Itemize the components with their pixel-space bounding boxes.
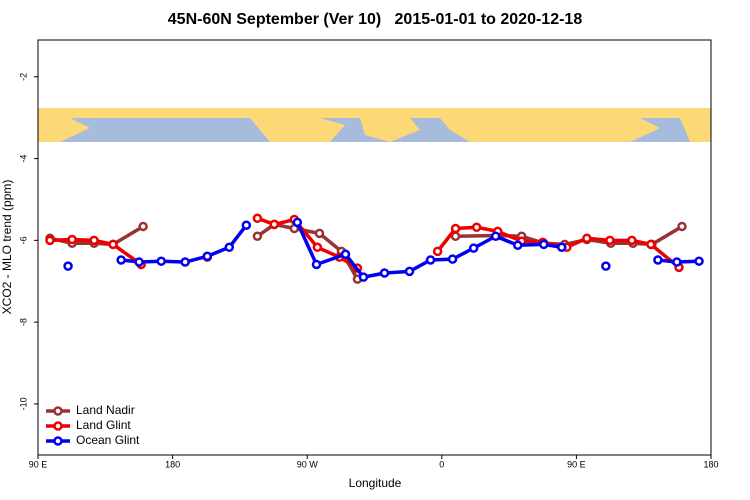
data-point [108,239,118,250]
legend-marker [53,421,63,431]
data-point [653,255,663,265]
data-point [404,266,415,277]
data-point [358,272,369,282]
data-point [450,223,461,234]
data-point [311,259,322,270]
y-tick-label: -4 [18,155,28,163]
data-point [63,261,73,271]
data-point [672,257,682,267]
data-point [314,228,325,239]
data-point [156,256,166,266]
x-tick-label: 0 [439,459,444,469]
y-axis-label: XCO2 - MLO trend (ppm) [0,180,14,315]
data-point [180,257,190,267]
data-point [425,255,436,265]
x-tick-label: 180 [165,459,180,469]
data-point [67,234,77,245]
data-point [134,257,144,267]
legend-marker [53,406,63,416]
x-tick-label: 90 E [29,459,48,469]
legend-marker [53,436,63,446]
data-point [490,231,501,242]
data-point [471,222,482,233]
legend-label: Ocean Glint [76,433,140,447]
x-tick-label: 90 E [567,459,586,469]
y-tick-label: -8 [18,318,28,326]
data-point [677,221,687,232]
data-point [605,235,615,246]
data-point [224,242,235,253]
data-point [292,217,303,228]
data-point [379,268,390,278]
data-point [582,233,592,244]
data-point [694,256,704,266]
y-tick-label: -2 [18,73,28,81]
data-point [269,219,280,230]
data-point [601,261,611,271]
data-point [468,243,479,253]
y-tick-label: -6 [18,236,28,244]
data-point [556,242,567,253]
legend-label: Land Glint [76,418,131,432]
data-point [138,221,148,232]
y-tick-label: -10 [18,397,28,410]
data-point [513,240,523,251]
legend-label: Land Nadir [76,403,135,417]
data-point [89,235,99,246]
data-point [432,246,443,257]
data-point [312,242,323,253]
data-point [627,235,637,246]
data-point [252,231,263,242]
data-point [202,251,213,262]
data-point [447,254,458,264]
data-point [116,255,126,265]
plot-frame [37,39,712,456]
x-tick-label: 90 W [297,459,319,469]
x-tick-label: 180 [703,459,718,469]
data-point [252,213,263,224]
data-point [340,249,351,259]
data-point [646,239,656,250]
data-point [241,220,252,230]
map-strip [38,108,711,142]
chart-title: 45N-60N September (Ver 10) 2015-01-01 to… [168,11,583,28]
data-point [45,235,55,246]
data-point [539,239,549,250]
x-axis-label: Longitude [349,476,402,490]
